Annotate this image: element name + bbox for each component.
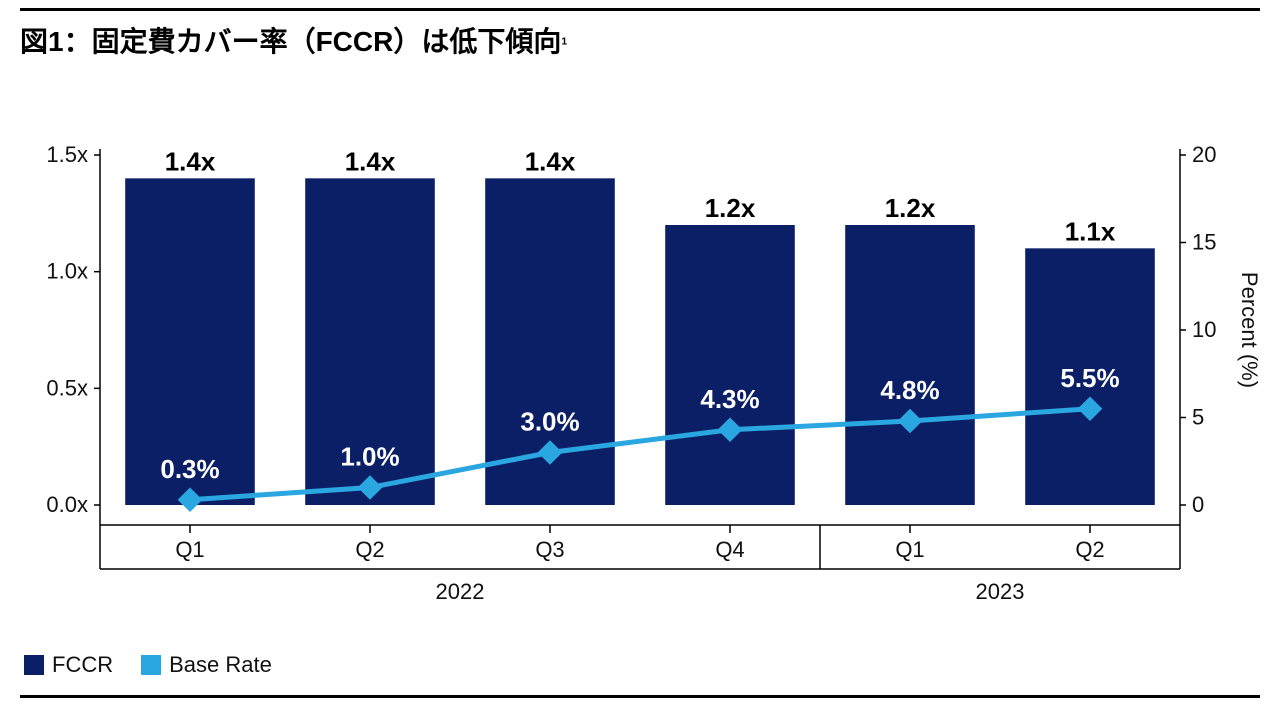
bar-value-label: 1.1x — [1065, 216, 1116, 246]
ytick-right-label: 0 — [1192, 492, 1204, 517]
ytick-left-label: 1.0x — [46, 259, 88, 284]
ytick-right-label: 20 — [1192, 142, 1216, 167]
xtick-label: Q1 — [895, 537, 924, 562]
year-group-label: 2023 — [976, 579, 1025, 604]
legend-swatch-baserate — [141, 655, 161, 675]
bar — [845, 225, 975, 505]
bar-value-label: 1.2x — [885, 193, 936, 223]
bar-value-label: 1.4x — [345, 146, 396, 176]
line-value-label: 1.0% — [340, 442, 399, 472]
ytick-left-label: 1.5x — [46, 142, 88, 167]
xtick-label: Q4 — [715, 537, 744, 562]
bar — [665, 225, 795, 505]
legend-label-baserate: Base Rate — [169, 652, 272, 678]
bar-value-label: 1.4x — [525, 146, 576, 176]
rule-bottom — [20, 695, 1260, 698]
chart-svg: 0.0x 0.5x 1.0x 1.5x 0 5 10 15 20 Percent (%) 1.4x 1… — [20, 120, 1260, 630]
ytick-right-label: 5 — [1192, 405, 1204, 430]
line-value-label: 3.0% — [520, 407, 579, 437]
ytick-left-label: 0.5x — [46, 375, 88, 400]
xtick-label: Q3 — [535, 537, 564, 562]
line-value-label: 5.5% — [1060, 363, 1119, 393]
line-value-label: 0.3% — [160, 454, 219, 484]
bar-value-label: 1.4x — [165, 146, 216, 176]
rule-top — [20, 8, 1260, 11]
title-text: 図1：固定費カバー率（FCCR）は低下傾向 — [20, 26, 561, 57]
right-axis-title: Percent (%) — [1237, 272, 1260, 388]
figure-container: 図1：固定費カバー率（FCCR）は低下傾向1 0.0x0.5x1.0x1.5x0… — [0, 0, 1280, 720]
year-group-label: 2022 — [436, 579, 485, 604]
ytick-right-label: 10 — [1192, 317, 1216, 342]
bar-value-label: 1.2x — [705, 193, 756, 223]
line-value-label: 4.8% — [880, 375, 939, 405]
xtick-label: Q2 — [1075, 537, 1104, 562]
legend-swatch-fccr — [24, 655, 44, 675]
legend-label-fccr: FCCR — [52, 652, 113, 678]
chart-area: 0.0x 0.5x 1.0x 1.5x 0 5 10 15 20 Percent (%) 1.4x 1… — [20, 120, 1260, 630]
legend-item-fccr: FCCR — [24, 652, 113, 678]
chart-title: 図1：固定費カバー率（FCCR）は低下傾向1 — [20, 20, 567, 60]
xtick-label: Q2 — [355, 537, 384, 562]
line-value-label: 4.3% — [700, 384, 759, 414]
legend: FCCR Base Rate — [24, 652, 272, 678]
ytick-left-label: 0.0x — [46, 492, 88, 517]
title-superscript: 1 — [561, 37, 567, 48]
xtick-label: Q1 — [175, 537, 204, 562]
legend-item-baserate: Base Rate — [141, 652, 272, 678]
ytick-right-label: 15 — [1192, 230, 1216, 255]
